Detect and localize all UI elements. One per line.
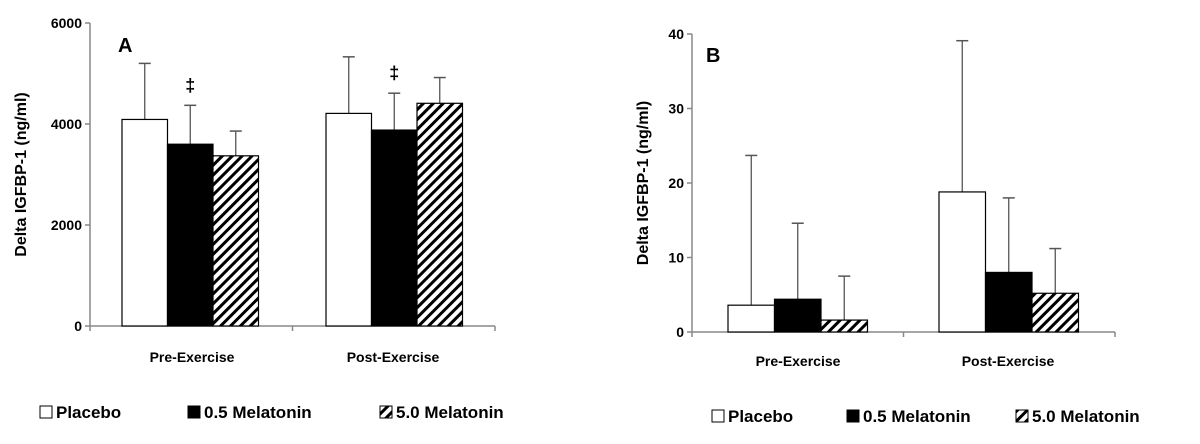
category-label: Post-Exercise [962,353,1055,369]
bar-hatched [212,155,260,327]
legend-swatch-hatched [1015,409,1029,423]
legend-swatch-black [187,405,201,419]
bar-white [938,191,987,333]
bar-black [370,129,418,327]
y-axis-label: Delta IGFBP-1 (ng/ml) [13,92,30,256]
bar-white [121,118,169,327]
y-tick-label: 40 [668,26,684,42]
category-label: Post-Exercise [347,349,440,365]
legend-swatch-black [846,409,860,423]
y-tick-label: 0 [74,318,82,334]
bar-hatched [1031,292,1080,333]
y-tick-label: 0 [676,324,684,340]
legend-swatch-white [39,405,53,419]
significance-marker: ‡ [185,75,195,95]
panel-label: B [706,45,720,67]
legend-swatch-white [711,409,725,423]
bar-hatched [416,102,464,327]
legend-label: Placebo [728,407,793,426]
y-tick-label: 4000 [51,116,82,132]
legend-swatch-hatched [379,405,393,419]
y-tick-label: 20 [668,175,684,191]
y-axis-label: Delta IGFBP-1 (ng/ml) [635,101,652,265]
bar-white [325,112,373,327]
y-tick-label: 10 [668,250,684,266]
bar-white [727,304,776,333]
category-label: Pre-Exercise [756,353,841,369]
y-tick-label: 2000 [51,217,82,233]
legend-label: Placebo [56,403,121,422]
bar-black [984,271,1033,333]
legend-label: 0.5 Melatonin [204,403,312,422]
legend-label: 0.5 Melatonin [863,407,971,426]
legend-label: 5.0 Melatonin [396,403,504,422]
bar-black [166,143,214,327]
category-label: Pre-Exercise [150,349,235,365]
panel-label: A [118,35,132,57]
significance-marker: ‡ [389,63,399,83]
y-tick-label: 30 [668,101,684,117]
bar-black [773,298,822,333]
legend-label: 5.0 Melatonin [1032,407,1140,426]
y-tick-label: 6000 [51,15,82,31]
bar-hatched [820,319,869,333]
